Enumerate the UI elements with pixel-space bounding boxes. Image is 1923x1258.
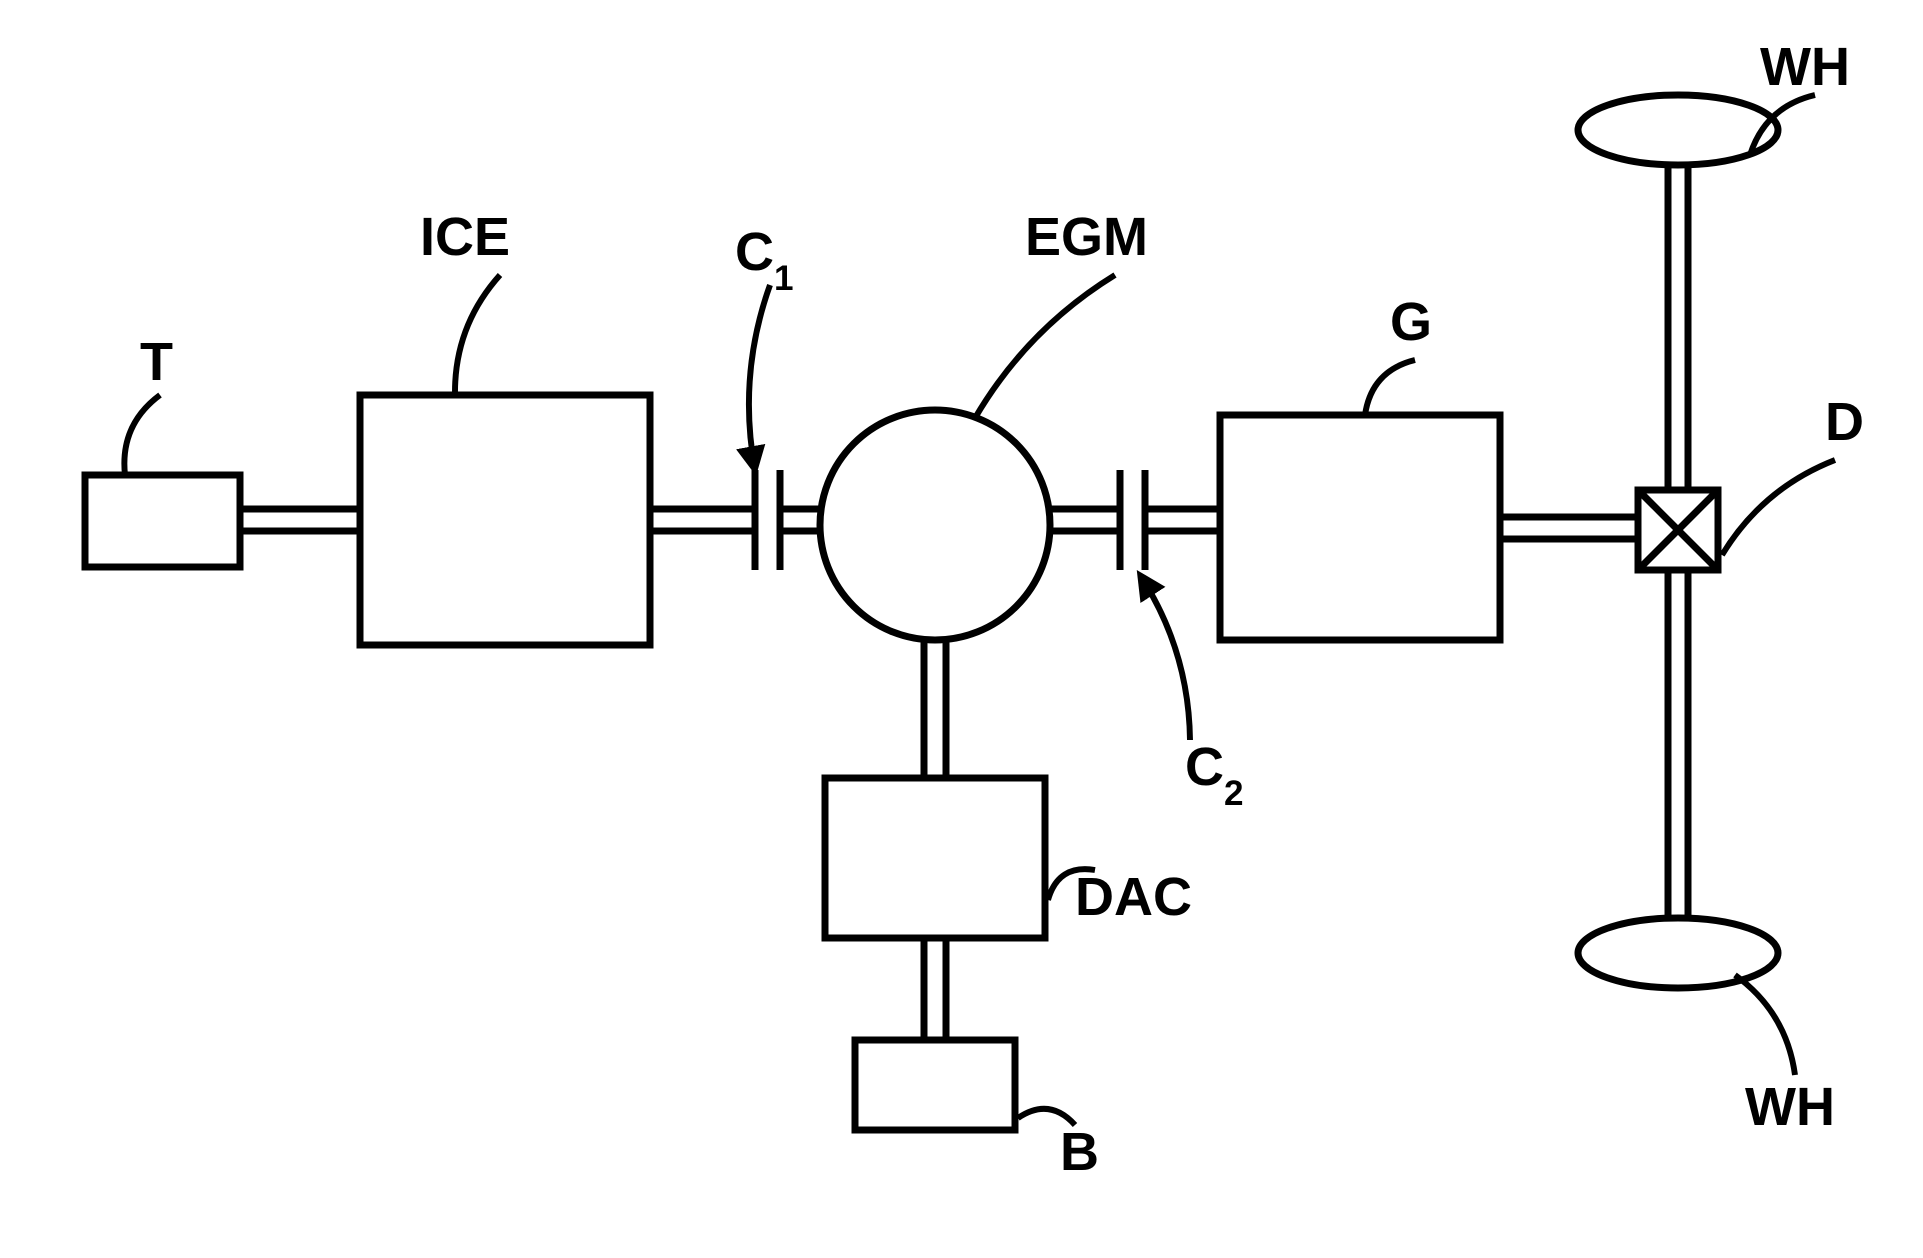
label-EGM: EGM <box>1025 207 1148 267</box>
label-G: G <box>1390 292 1432 352</box>
label-WH_bottom: WH <box>1745 1077 1835 1137</box>
label-T: T <box>140 332 173 392</box>
label-WH_top: WH <box>1760 37 1850 97</box>
powertrain-diagram: TICEC1EGMC2GDWHWHDACB <box>0 0 1923 1258</box>
label-ICE: ICE <box>420 207 510 267</box>
label-B: B <box>1060 1122 1099 1182</box>
label-DAC: DAC <box>1075 867 1192 927</box>
label-D: D <box>1825 392 1864 452</box>
